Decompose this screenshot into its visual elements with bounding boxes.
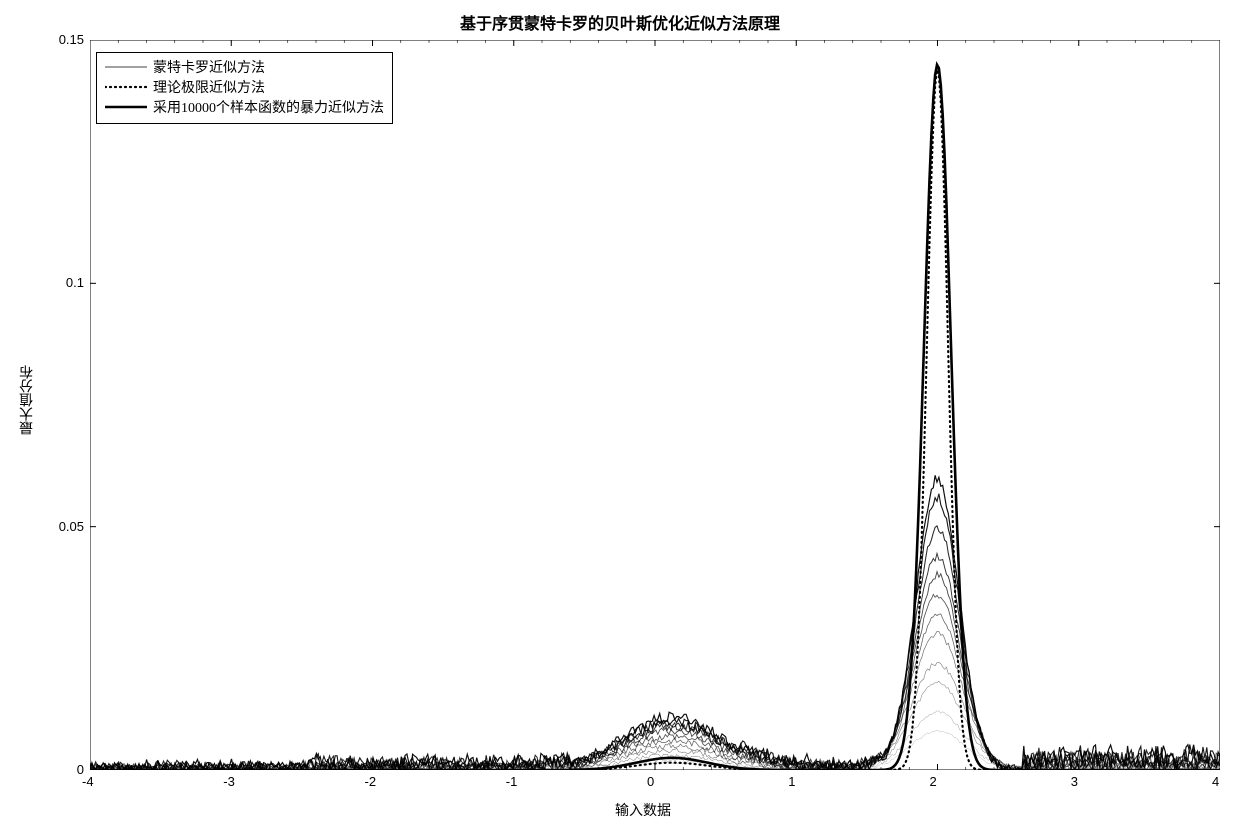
- legend-entry: 采用10000个样本函数的暴力近似方法: [105, 97, 384, 117]
- chart-svg: [90, 40, 1220, 770]
- monte-carlo-curve: [90, 526, 1220, 770]
- legend: 蒙特卡罗近似方法理论极限近似方法采用10000个样本函数的暴力近似方法: [96, 52, 393, 124]
- y-axis-label: 最大值分布: [18, 365, 38, 435]
- y-tick-label: 0.15: [59, 32, 84, 47]
- x-tick-label: -2: [365, 774, 377, 789]
- monte-carlo-curve: [90, 631, 1220, 770]
- figure: 基于序贯蒙特卡罗的贝叶斯优化近似方法原理 最大值分布 输入数据 蒙特卡罗近似方法…: [0, 0, 1240, 838]
- y-tick-label: 0.1: [66, 275, 84, 290]
- y-tick-label: 0.05: [59, 519, 84, 534]
- monte-carlo-curve: [90, 553, 1220, 770]
- legend-label: 蒙特卡罗近似方法: [153, 57, 265, 77]
- legend-entry: 理论极限近似方法: [105, 77, 384, 97]
- x-tick-label: 0: [647, 774, 654, 789]
- legend-swatch: [105, 98, 147, 116]
- x-tick-label: 1: [788, 774, 795, 789]
- x-tick-label: 4: [1212, 774, 1219, 789]
- chart-title: 基于序贯蒙特卡罗的贝叶斯优化近似方法原理: [0, 10, 1240, 34]
- legend-label: 理论极限近似方法: [153, 77, 265, 97]
- y-tick-label: 0: [77, 762, 84, 777]
- brute-force-curve: [90, 65, 1220, 770]
- x-tick-label: 2: [930, 774, 937, 789]
- legend-label: 采用10000个样本函数的暴力近似方法: [153, 97, 384, 117]
- plot-area: 蒙特卡罗近似方法理论极限近似方法采用10000个样本函数的暴力近似方法: [90, 40, 1220, 770]
- legend-swatch: [105, 58, 147, 76]
- x-tick-label: -1: [506, 774, 518, 789]
- x-axis-label: 输入数据: [615, 800, 671, 820]
- x-tick-label: 3: [1071, 774, 1078, 789]
- legend-swatch: [105, 78, 147, 96]
- theoretical-curve: [90, 70, 1220, 770]
- monte-carlo-curve: [90, 475, 1220, 770]
- legend-entry: 蒙特卡罗近似方法: [105, 57, 384, 77]
- x-tick-label: -3: [223, 774, 235, 789]
